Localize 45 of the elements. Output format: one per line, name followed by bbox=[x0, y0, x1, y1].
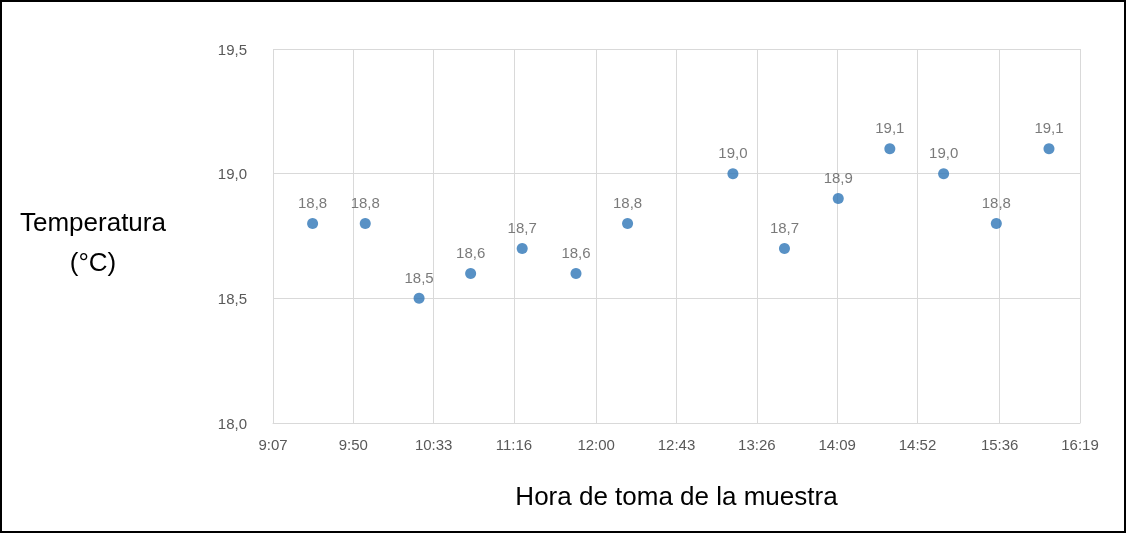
y-tick-label: 19,5 bbox=[217, 40, 247, 58]
point bbox=[1043, 143, 1055, 155]
point bbox=[570, 267, 582, 279]
y-tick-label: 19,0 bbox=[217, 165, 247, 183]
data-label: 19,0 bbox=[718, 144, 748, 162]
data-label: 18,8 bbox=[981, 194, 1011, 212]
data-label: 18,7 bbox=[769, 218, 800, 236]
data-label: 19,0 bbox=[929, 144, 959, 162]
x-tick-label: 12:00 bbox=[577, 436, 615, 453]
point bbox=[465, 267, 477, 279]
data-label: 19,1 bbox=[875, 119, 905, 137]
y-tick-label: 18,0 bbox=[217, 414, 247, 432]
y-tick-label: 18,5 bbox=[217, 289, 247, 307]
data-label: 18,8 bbox=[298, 194, 328, 212]
data-label: 19,1 bbox=[1034, 119, 1064, 137]
x-tick-label: 13:26 bbox=[738, 436, 776, 453]
x-axis-title: Hora de toma de la muestra bbox=[515, 481, 839, 511]
point bbox=[938, 168, 950, 180]
point bbox=[990, 218, 1002, 230]
data-label: 18,5 bbox=[404, 268, 434, 286]
point bbox=[516, 242, 528, 254]
data-label: 18,6 bbox=[561, 243, 591, 261]
x-tick-label: 15:36 bbox=[980, 436, 1019, 453]
point bbox=[832, 193, 844, 205]
point bbox=[359, 218, 371, 230]
x-tick-label: 10:33 bbox=[414, 436, 453, 453]
data-label: 18,7 bbox=[507, 218, 537, 236]
point bbox=[622, 218, 634, 230]
point bbox=[778, 242, 790, 254]
y-axis-title: Temperatura (°C) bbox=[19, 207, 167, 277]
x-tick-label: 12:43 bbox=[657, 436, 696, 453]
x-tick-label: 14:09 bbox=[818, 436, 856, 453]
x-tick-label: 9:50 bbox=[338, 436, 368, 453]
x-tick-label: 14:52 bbox=[898, 436, 937, 453]
data-label: 18,9 bbox=[823, 169, 853, 187]
data-label: 18,8 bbox=[612, 194, 643, 212]
x-tick-label: 16:19 bbox=[1061, 436, 1099, 453]
point bbox=[413, 292, 425, 304]
data-label: 18,8 bbox=[350, 194, 380, 212]
x-tick-label: 9:07 bbox=[258, 436, 288, 453]
x-tick-label: 11:16 bbox=[495, 436, 533, 453]
point bbox=[884, 143, 896, 155]
data-label: 18,6 bbox=[456, 243, 486, 261]
point bbox=[727, 168, 739, 180]
point bbox=[307, 218, 319, 230]
